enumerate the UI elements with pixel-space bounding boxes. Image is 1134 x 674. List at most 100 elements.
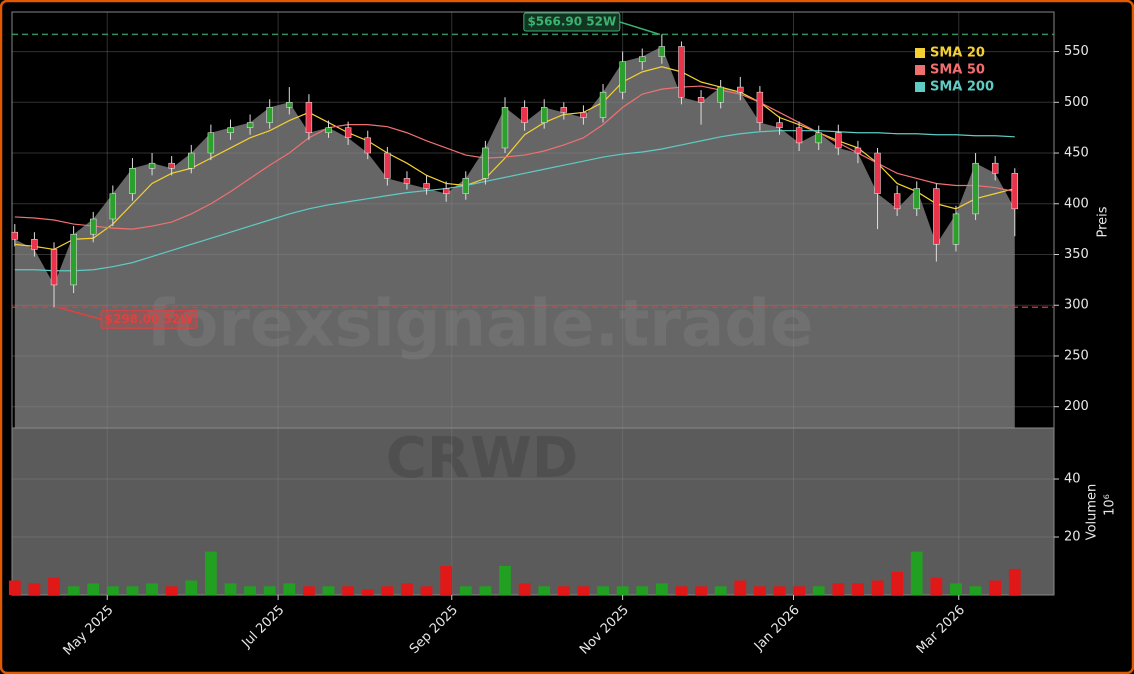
volume-bar: [891, 571, 904, 595]
candle-body: [913, 188, 920, 210]
volume-bar: [754, 586, 766, 595]
candle-body: [639, 56, 646, 62]
y-axis-label: Volumen: [1085, 484, 1100, 541]
y-tick-label: 400: [1064, 196, 1089, 211]
volume-bar: [126, 586, 139, 595]
candle-body: [521, 107, 528, 123]
candle-body: [246, 122, 254, 128]
annotation-arrow: [619, 21, 661, 36]
candle-body: [423, 183, 430, 189]
watermark: forexsignale.trade: [147, 288, 814, 362]
candle-body: [991, 162, 999, 174]
candle-body: [31, 239, 38, 250]
volume-bar: [950, 583, 962, 595]
volume-bar: [518, 583, 531, 595]
candle-body: [893, 193, 901, 210]
y-tick-label: 40: [1064, 472, 1081, 487]
watermark: CRWD: [386, 426, 578, 491]
sma-line: [14, 130, 1015, 272]
volume-bar: [185, 580, 198, 595]
volume-bar: [479, 586, 492, 595]
y-tick-label: 350: [1064, 247, 1089, 262]
candle-body: [580, 112, 587, 118]
volume-bar: [381, 586, 394, 595]
volume-bar: [106, 586, 119, 595]
candle-body: [227, 127, 234, 133]
candle-body: [560, 107, 568, 113]
candle-body: [109, 193, 117, 220]
candle-body: [933, 188, 940, 245]
volume-bar: [263, 586, 276, 595]
candle-body: [403, 178, 411, 184]
y-tick-label: 300: [1064, 298, 1089, 313]
volume-bar: [557, 586, 570, 595]
volume-bar: [146, 583, 158, 595]
candle-body: [717, 86, 724, 103]
volume-bar: [597, 586, 609, 595]
y-tick-label: 550: [1064, 44, 1089, 59]
candle-body: [11, 231, 18, 240]
volume-bar: [871, 580, 884, 595]
candle-body: [482, 147, 489, 179]
volume-bar: [361, 589, 374, 595]
annotation: $298.00 52W: [105, 312, 194, 326]
price-area: [14, 46, 1015, 429]
volume-bar: [773, 586, 786, 595]
volume-bar: [577, 586, 590, 595]
candle-body: [952, 213, 960, 245]
y-tick-label: 500: [1064, 95, 1089, 110]
candle-body: [541, 107, 548, 123]
volume-bar: [793, 586, 805, 595]
candle-body: [874, 152, 881, 194]
volume-bar: [714, 586, 727, 595]
candle-body: [756, 91, 764, 123]
candle-body: [384, 152, 391, 179]
sma-line: [14, 66, 1015, 251]
sma-line: [14, 85, 1015, 230]
legend-label: SMA 200: [930, 80, 994, 95]
volume-bar: [1008, 568, 1021, 595]
y-tick-label: 450: [1064, 146, 1089, 161]
annotation-box: [523, 12, 621, 32]
volume-bar: [283, 583, 296, 595]
volume-bar: [459, 586, 472, 595]
candle-body: [835, 132, 842, 149]
annotation-arrow: [57, 306, 102, 320]
volume-bar: [67, 586, 80, 595]
candle-body: [90, 218, 97, 235]
candle-body: [305, 102, 313, 133]
volume-bar: [989, 580, 1002, 595]
candle-body: [972, 162, 979, 215]
candle-body: [129, 168, 136, 194]
candle-body: [815, 132, 822, 144]
legend-swatch: [915, 82, 925, 92]
price-panel: forexsignale.trade 200 250 300 350 400 450 500 5…: [11, 11, 1111, 429]
volume-bar: [401, 583, 413, 595]
candle-body: [678, 46, 685, 98]
volume-bar: [420, 586, 433, 595]
legend-label: SMA 20: [930, 46, 985, 61]
volume-bar: [734, 580, 747, 595]
legend-label: SMA 50: [930, 63, 985, 78]
candle-body: [364, 137, 371, 154]
candle-body: [854, 147, 862, 154]
candle-body: [1011, 173, 1018, 210]
candle-body: [501, 107, 509, 149]
volume-bar: [538, 586, 551, 595]
candle-body: [442, 188, 450, 194]
y-axis-exponent: 10⁶: [1103, 494, 1118, 516]
candle-body: [286, 102, 293, 108]
y-tick-label: 20: [1064, 530, 1081, 545]
y-tick-label: 200: [1064, 399, 1089, 414]
candle-body: [658, 46, 666, 57]
candle-body: [795, 127, 803, 144]
volume-bar: [204, 551, 217, 595]
volume-bar: [224, 583, 237, 595]
annotation: $566.90 52W: [527, 15, 616, 29]
volume-bar: [910, 551, 923, 595]
volume-bar: [165, 586, 178, 595]
candle-body: [776, 122, 783, 128]
legend-swatch: [915, 48, 925, 58]
